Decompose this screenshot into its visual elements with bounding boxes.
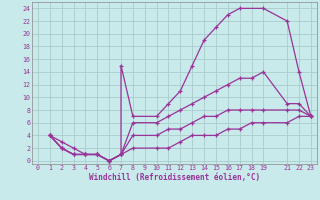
X-axis label: Windchill (Refroidissement éolien,°C): Windchill (Refroidissement éolien,°C) <box>89 173 260 182</box>
